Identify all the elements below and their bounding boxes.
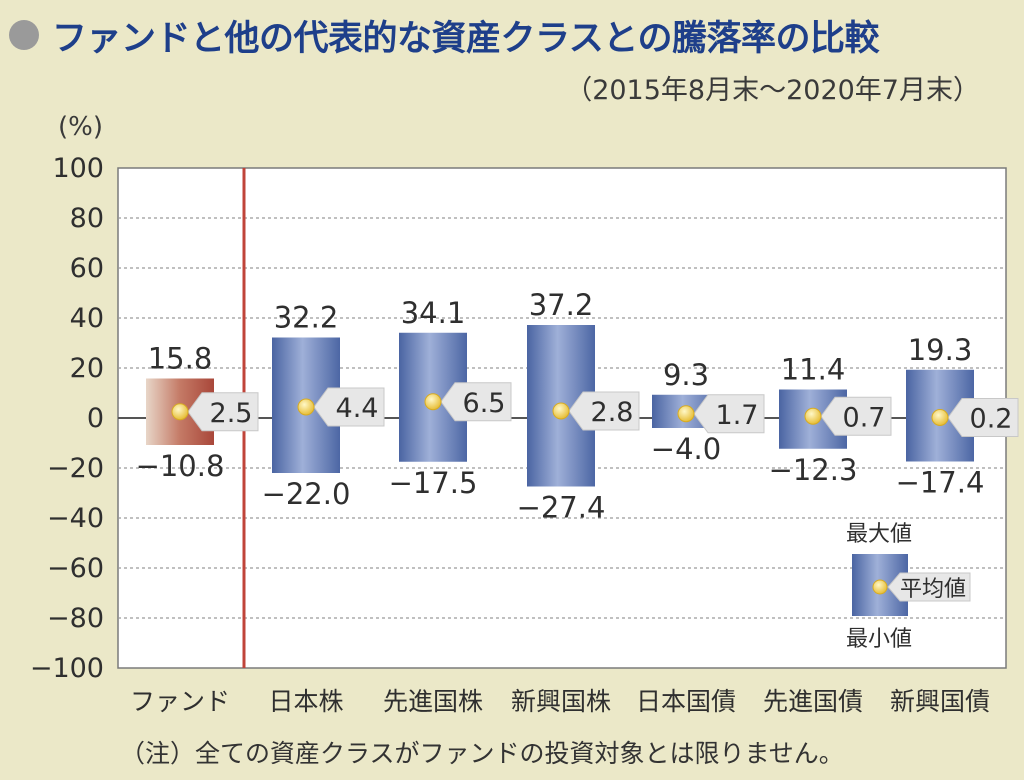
avg-value-label: 0.7 [843,402,886,433]
avg-value-label: 4.4 [336,393,379,424]
legend-max-label: 最大値 [846,522,912,547]
category-label: 新興国債 [890,687,990,716]
avg-value-tag [568,391,640,431]
max-value-label: 37.2 [529,288,594,322]
y-axis-unit: (%) [58,112,103,142]
avg-point [171,403,189,421]
avg-value-tag [313,387,385,427]
min-value-label: −10.8 [136,449,225,483]
max-value-label: 19.3 [908,333,973,367]
min-value-label: −4.0 [651,432,721,466]
y-tick-label: 0 [87,403,104,434]
max-value-label: 32.2 [274,301,339,335]
y-tick-label: 60 [70,253,104,284]
avg-value-label: 1.7 [716,400,759,431]
avg-point [677,405,695,423]
max-value-label: 15.8 [148,342,213,376]
category-label: 日本株 [268,687,343,716]
y-tick-label: −40 [47,503,104,534]
avg-point [297,398,315,416]
legend-avg-point [872,579,888,595]
avg-point [552,402,570,420]
legend-min-label: 最小値 [846,627,912,652]
min-value-label: −17.4 [896,466,985,500]
min-value-label: −17.5 [389,466,478,500]
y-tick-label: 100 [52,153,104,184]
max-value-label: 34.1 [401,296,466,330]
max-value-label: 9.3 [663,358,709,392]
y-tick-label: −100 [30,653,104,684]
avg-value-label: 6.5 [463,388,506,419]
legend-avg-label: 平均値 [900,577,966,602]
footnote: （注）全ての資産クラスがファンドの投資対象とは限りません。 [120,739,844,768]
chart-title: ファンドと他の代表的な資産クラスとの騰落率の比較 [52,19,879,59]
avg-value-tag [693,394,765,434]
avg-point [931,409,949,426]
avg-value-tag [187,392,259,432]
y-tick-label: 80 [70,203,104,234]
avg-point [424,393,442,411]
chart-period: （2015年8月末～2020年7月末） [565,75,980,106]
avg-point [804,407,822,425]
avg-value-label: 2.5 [210,398,253,429]
avg-value-tag [947,398,1019,437]
max-value-label: 11.4 [781,353,846,387]
y-tick-label: −60 [47,553,104,584]
min-value-label: −22.0 [262,477,351,511]
category-label: 先進国債 [763,687,863,716]
y-tick-label: −20 [47,453,104,484]
avg-value-tag [440,382,512,422]
y-tick-label: 40 [70,303,104,334]
y-tick-label: −80 [47,603,104,634]
category-label: 日本国債 [636,687,736,716]
avg-value-tag [820,396,892,436]
min-value-label: −27.4 [517,491,606,525]
min-value-label: −12.3 [769,453,858,487]
avg-value-label: 0.2 [970,404,1013,435]
category-label: 新興国株 [511,687,611,716]
category-label: ファンド [130,687,230,716]
y-tick-label: 20 [70,353,104,384]
avg-value-label: 2.8 [591,397,634,428]
legend-avg-tag [887,572,971,602]
category-label: 先進国株 [383,687,483,716]
title-bullet-icon [9,20,39,50]
